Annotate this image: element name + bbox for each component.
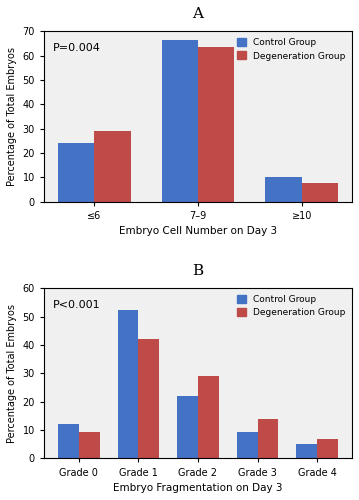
Bar [265, 177, 302, 202]
Bar [302, 184, 338, 202]
Bar [138, 340, 159, 458]
Text: A: A [192, 7, 204, 21]
Text: P=0.004: P=0.004 [53, 44, 101, 54]
Bar [58, 424, 79, 458]
X-axis label: Embryo Fragmentation on Day 3: Embryo Fragmentation on Day 3 [113, 483, 283, 493]
Y-axis label: Percentage of Total Embryos: Percentage of Total Embryos [7, 47, 17, 186]
Bar [94, 131, 131, 202]
Legend: Control Group, Degeneration Group: Control Group, Degeneration Group [233, 34, 349, 64]
Text: B: B [192, 264, 204, 278]
X-axis label: Embryo Cell Number on Day 3: Embryo Cell Number on Day 3 [119, 226, 277, 236]
Bar [198, 376, 219, 458]
Bar [258, 419, 279, 459]
Bar [162, 40, 198, 202]
Text: P<0.001: P<0.001 [53, 300, 101, 310]
Bar [79, 432, 100, 458]
Legend: Control Group, Degeneration Group: Control Group, Degeneration Group [233, 291, 349, 321]
Bar [117, 310, 138, 458]
Bar [296, 444, 317, 458]
Bar [317, 438, 338, 458]
Bar [198, 47, 234, 202]
Bar [177, 396, 198, 458]
Bar [58, 143, 94, 202]
Bar [237, 432, 258, 458]
Y-axis label: Percentage of Total Embryos: Percentage of Total Embryos [7, 304, 17, 443]
